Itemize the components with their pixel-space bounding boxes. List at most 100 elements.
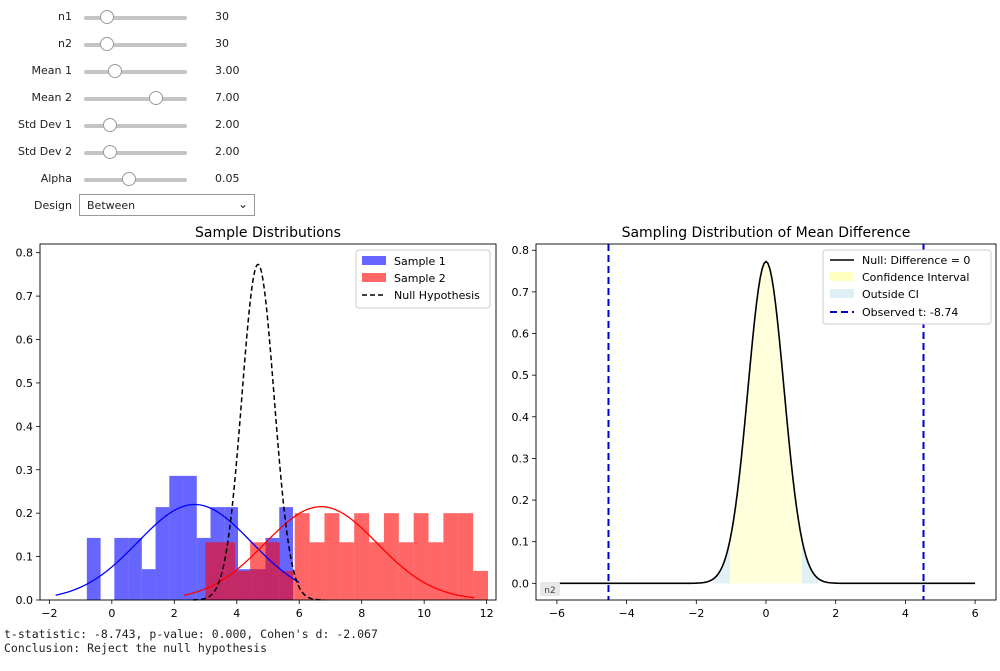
legend-label: Observed t: -8.74	[862, 306, 958, 319]
slider-value: 7.00	[215, 91, 240, 104]
x-tick-label: −4	[618, 607, 634, 620]
slider-alpha[interactable]: Alpha 0.05	[0, 168, 300, 190]
slider-track[interactable]	[84, 37, 187, 51]
y-tick-label: 0.3	[512, 452, 530, 465]
slider-n1[interactable]: n1 30	[0, 6, 300, 28]
chart-title: Sampling Distribution of Mean Difference	[622, 225, 911, 241]
chart-title: Sample Distributions	[195, 225, 341, 241]
outside-ci-area	[713, 539, 731, 584]
y-tick-label: 0.3	[16, 464, 34, 477]
slider-track[interactable]	[84, 10, 187, 24]
legend-box	[822, 249, 992, 325]
legend: Sample 1 Sample 2 Null Hypothesis	[355, 249, 491, 309]
slider-track[interactable]	[84, 172, 187, 186]
x-tick-label: 4	[902, 607, 909, 620]
slider-label: Std Dev 2	[17, 145, 72, 158]
design-control: Design Between ⌄	[0, 194, 300, 218]
x-tick-label: 0	[108, 607, 115, 620]
slider-std-dev-1[interactable]: Std Dev 1 2.00	[0, 114, 300, 136]
slider-mean-2[interactable]: Mean 2 7.00	[0, 87, 300, 109]
sample-2-bar	[458, 513, 474, 600]
y-tick-label: 0.0	[16, 594, 34, 607]
y-tick-label: 0.5	[16, 377, 34, 390]
y-tick-label: 0.0	[512, 577, 530, 590]
legend-swatch-outside	[830, 289, 854, 298]
x-tick-label: 4	[233, 607, 240, 620]
y-tick-label: 0.8	[16, 247, 34, 260]
legend-swatch-ci	[830, 272, 854, 281]
x-tick-label: −6	[549, 607, 565, 620]
sample-1-bar	[86, 537, 101, 600]
x-tick-label: 10	[417, 607, 431, 620]
slider-handle[interactable]	[102, 145, 117, 159]
sample-2-density-line	[183, 506, 475, 599]
slider-handle[interactable]	[99, 37, 114, 51]
sample-2-bar	[369, 542, 384, 600]
sample-2-bar	[294, 513, 310, 600]
slider-mean-1[interactable]: Mean 1 3.00	[0, 60, 300, 82]
y-tick-label: 0.7	[16, 290, 34, 303]
design-select[interactable]: Between ⌄	[79, 194, 255, 216]
slider-label: Std Dev 1	[17, 118, 72, 131]
slider-label: n2	[58, 37, 72, 50]
null-hypothesis-line	[193, 263, 325, 601]
legend-label: Sample 2	[394, 272, 446, 285]
y-tick-label: 0.4	[16, 420, 34, 433]
sample-2-bar	[220, 542, 236, 600]
x-tick-label: 6	[972, 607, 979, 620]
y-tick-label: 0.4	[512, 411, 530, 424]
null-distribution-line	[556, 260, 976, 585]
slider-handle[interactable]	[122, 172, 137, 186]
slider-label: Mean 2	[31, 91, 72, 104]
x-tick-label: 2	[832, 607, 839, 620]
slider-track[interactable]	[84, 91, 187, 105]
legend-swatch-sample-1	[362, 256, 386, 265]
slider-handle[interactable]	[149, 91, 164, 105]
y-tick-label: 0.1	[16, 551, 34, 564]
x-tick-label: 8	[358, 607, 365, 620]
sample-1-bar	[169, 475, 184, 600]
legend-label: Null: Difference = 0	[862, 254, 970, 267]
sample-1-bar	[155, 507, 170, 600]
y-tick-label: 0.7	[512, 286, 530, 299]
plot-frame	[535, 243, 997, 601]
sample-distributions-chart: Sample Distributions 0.0 0.1 0.2 0.3 0.4 0.5 0.…	[16, 225, 497, 620]
x-tick-label: 2	[171, 607, 178, 620]
y-tick-label: 0.8	[512, 244, 530, 257]
sampling-distribution-chart: Sampling Distribution of Mean Difference…	[512, 225, 997, 620]
slider-value: 3.00	[215, 64, 240, 77]
legend-label: Sample 1	[394, 255, 446, 268]
slider-label: Mean 1	[31, 64, 72, 77]
sample-2-bar	[265, 542, 280, 600]
legend: Null: Difference = 0 Confidence Interval O…	[822, 249, 992, 325]
sample-2-bar	[279, 570, 295, 600]
slider-value: 2.00	[215, 118, 240, 131]
confidence-interval-area	[730, 261, 802, 584]
design-label: Design	[34, 199, 72, 212]
slider-std-dev-2[interactable]: Std Dev 2 2.00	[0, 141, 300, 163]
sample-2-bar	[354, 513, 370, 600]
slider-handle[interactable]	[102, 118, 117, 132]
sample-2-bar	[443, 513, 459, 600]
slider-handle[interactable]	[99, 10, 114, 24]
slider-track[interactable]	[84, 145, 187, 159]
test-output: t-statistic: -8.743, p-value: 0.000, Coh…	[4, 627, 378, 655]
slider-n2[interactable]: n2 30	[0, 33, 300, 55]
sample-1-bar	[114, 537, 129, 600]
y-tick-label: 0.6	[16, 334, 34, 347]
legend-swatch-sample-2	[362, 273, 386, 282]
sample-2-bar	[428, 542, 444, 600]
legend-label: Null Hypothesis	[394, 289, 480, 302]
y-tick-label: 0.6	[512, 328, 530, 341]
legend-box	[355, 249, 491, 309]
y-tick-label: 0.2	[16, 507, 34, 520]
slider-track[interactable]	[84, 64, 187, 78]
sample-2-bar	[250, 542, 266, 600]
slider-track[interactable]	[84, 118, 187, 132]
slider-handle[interactable]	[107, 64, 122, 78]
x-tick-label: 6	[296, 607, 303, 620]
sample-2-bar	[473, 570, 489, 600]
sample-2-bar	[339, 542, 355, 600]
design-select-value: Between	[87, 199, 136, 212]
plot-frame	[39, 243, 497, 601]
